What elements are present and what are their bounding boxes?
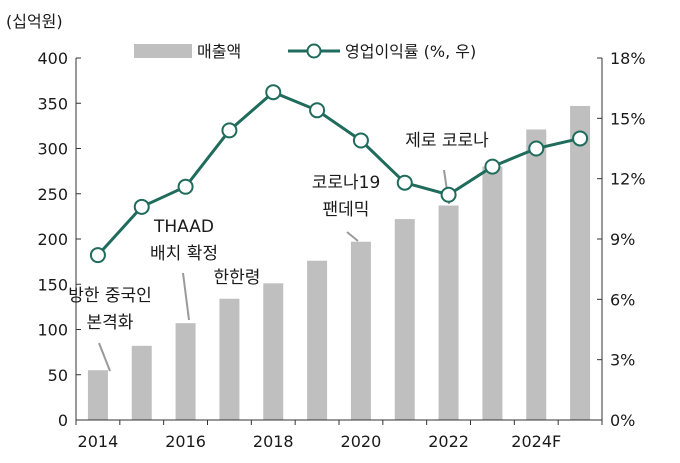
annotation-text: 본격화 <box>87 313 134 333</box>
revenue-bar <box>394 219 415 420</box>
annotation-leader-line <box>98 342 111 372</box>
left-tick-label: 350 <box>37 94 68 113</box>
left-tick-label: 400 <box>37 49 68 68</box>
right-tick-label: 0% <box>610 411 635 430</box>
annotation-text: 팬데믹 <box>323 200 370 220</box>
annotation-text: 한한령 <box>214 268 261 288</box>
axes: 0 50 100 150 200 250 300 350 400 0% 3% 6% 9% 12% 15% 18… <box>37 49 645 451</box>
annotation-text: 배치 확정 <box>150 244 218 264</box>
annotation-text: 코로나19 <box>312 173 381 193</box>
revenue-bar <box>131 345 152 420</box>
revenue-bar <box>219 298 240 420</box>
left-tick-label: 300 <box>37 140 68 159</box>
right-tick-label: 6% <box>610 290 635 309</box>
left-tick-label: 0 <box>58 411 68 430</box>
annotation-leader-line <box>346 231 359 242</box>
legend: 매출액 영업이익률 (%, 우) <box>134 42 476 61</box>
left-tick-label: 100 <box>37 321 68 340</box>
x-tick-label: 2016 <box>165 432 206 451</box>
x-tick-label: 2022 <box>428 432 469 451</box>
right-tick-label: 9% <box>610 230 635 249</box>
legend-line-marker <box>306 43 322 59</box>
annotation-text: THAAD <box>153 217 214 237</box>
margin-point <box>352 132 369 149</box>
revenue-bar <box>482 166 503 420</box>
margin-point <box>89 247 106 264</box>
revenue-bar <box>263 283 284 420</box>
revenue-bar <box>570 105 591 420</box>
revenue-bar <box>87 370 108 420</box>
revenue-bar <box>526 129 547 420</box>
margin-point <box>133 198 150 215</box>
right-tick-label: 18% <box>610 49 646 68</box>
margin-point <box>396 174 413 191</box>
left-axis-unit-label: (십억원) <box>6 12 63 31</box>
margin-point <box>309 102 326 119</box>
bar-series <box>87 105 591 420</box>
legend-line-label: 영업이익률 (%, 우) <box>345 42 476 61</box>
left-tick-label: 200 <box>37 230 68 249</box>
x-tick-label: 2014 <box>78 432 119 451</box>
annotation-text: 제로 코로나 <box>405 131 489 151</box>
left-tick-label: 50 <box>48 366 68 385</box>
legend-bar-label: 매출액 <box>197 42 241 61</box>
revenue-bar <box>350 241 371 420</box>
revenue-bar <box>307 260 328 420</box>
margin-point <box>528 140 545 157</box>
legend-bar-swatch <box>134 44 192 58</box>
revenue-bar <box>175 323 196 420</box>
right-tick-label: 3% <box>610 351 635 370</box>
right-tick-label: 15% <box>610 109 646 128</box>
left-tick-label: 250 <box>37 185 68 204</box>
x-tick-label: 2018 <box>253 432 294 451</box>
margin-point <box>221 122 238 139</box>
x-tick-label: 2024F <box>511 432 561 451</box>
margin-point <box>440 186 457 203</box>
margin-point <box>177 178 194 195</box>
margin-point <box>265 84 282 101</box>
line-series <box>89 84 589 264</box>
x-tick-label: 2020 <box>341 432 382 451</box>
annotation-text: 방한 중국인 <box>68 286 152 306</box>
left-tick-label: 150 <box>37 275 68 294</box>
margin-point <box>572 130 589 147</box>
annotation-leader-line <box>182 272 190 321</box>
revenue-bar <box>438 205 459 420</box>
margin-point <box>484 158 501 175</box>
right-tick-label: 12% <box>610 170 646 189</box>
